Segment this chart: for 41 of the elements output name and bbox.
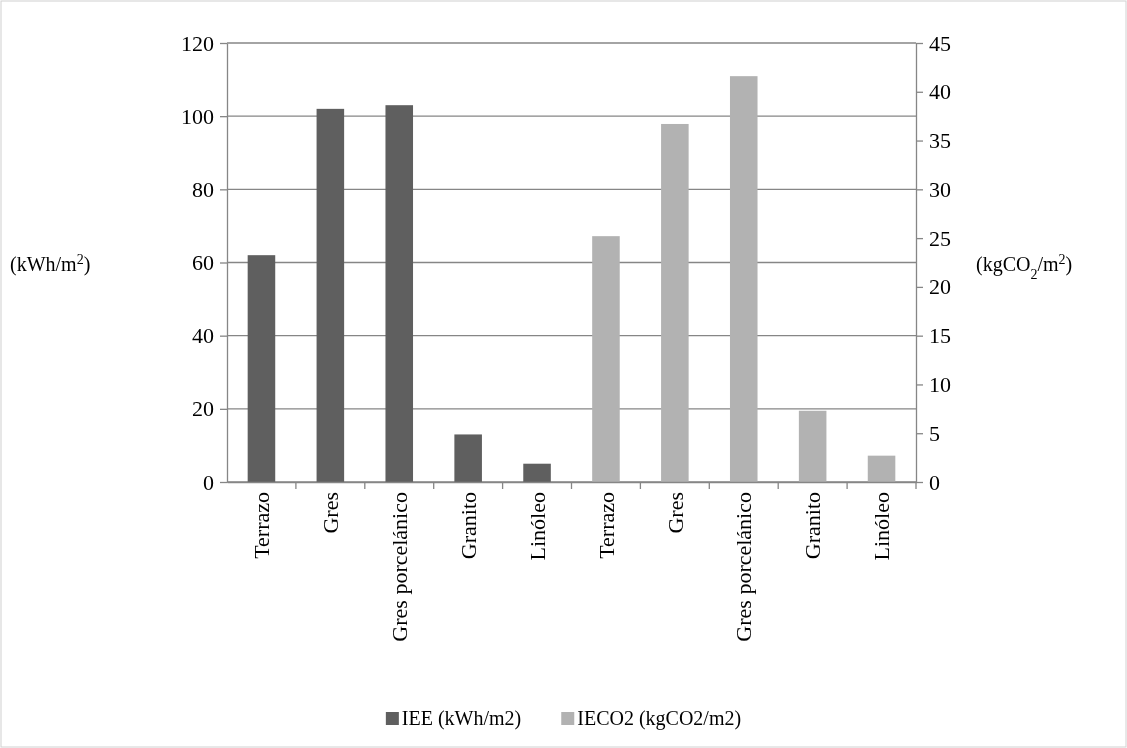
y-tick-label: 20 bbox=[192, 396, 214, 422]
y-tick-label: 120 bbox=[181, 30, 214, 56]
y-tick-label: 60 bbox=[192, 250, 214, 276]
legend-label: IEE (kWh/m2) bbox=[401, 707, 522, 730]
bar bbox=[454, 434, 482, 482]
x-tick-label: Granito bbox=[455, 492, 481, 560]
bar bbox=[592, 236, 620, 482]
x-tick-label: Gres bbox=[318, 492, 344, 534]
y2-tick-label: 5 bbox=[929, 420, 940, 446]
y2-tick-label: 40 bbox=[929, 79, 951, 105]
x-tick-label: Gres porcelánico bbox=[731, 492, 757, 642]
x-tick-label: Gres bbox=[662, 492, 688, 534]
bar bbox=[523, 463, 551, 482]
bar bbox=[385, 105, 414, 482]
y-tick-label: 0 bbox=[203, 469, 214, 495]
y2-tick-label: 25 bbox=[929, 225, 951, 251]
bar bbox=[247, 255, 276, 482]
y2-tick-label: 15 bbox=[929, 323, 951, 349]
x-tick-label: Terrazo bbox=[249, 492, 275, 559]
y-axis-title: (kWh/m$^{2}$) bbox=[10, 251, 91, 277]
x-tick-label: Granito bbox=[800, 492, 826, 560]
bar bbox=[729, 76, 758, 482]
bar bbox=[867, 455, 896, 482]
y2-tick-label: 35 bbox=[929, 128, 951, 154]
y2-tick-label: 45 bbox=[929, 30, 951, 56]
y-tick-label: 40 bbox=[192, 323, 214, 349]
bar bbox=[661, 123, 689, 482]
y2-tick-label: 20 bbox=[929, 274, 951, 300]
y2-tick-label: 0 bbox=[929, 469, 940, 495]
y2-axis-title: (kgCO$_{2}$/m$^{2}$) bbox=[976, 251, 1073, 282]
y-tick-label: 80 bbox=[192, 176, 214, 202]
legend-label: IECO2 (kgCO2/m2) bbox=[577, 707, 742, 730]
y2-tick-label: 10 bbox=[929, 371, 951, 397]
x-tick-label: Linóleo bbox=[524, 492, 550, 561]
y-tick-label: 100 bbox=[181, 103, 214, 129]
bar bbox=[316, 108, 345, 482]
x-tick-label: Gres porcelánico bbox=[386, 492, 412, 642]
x-tick-label: Linóleo bbox=[869, 492, 895, 561]
x-tick-label: Terrazo bbox=[593, 492, 619, 559]
y2-tick-label: 30 bbox=[929, 176, 951, 202]
bar bbox=[798, 410, 827, 482]
